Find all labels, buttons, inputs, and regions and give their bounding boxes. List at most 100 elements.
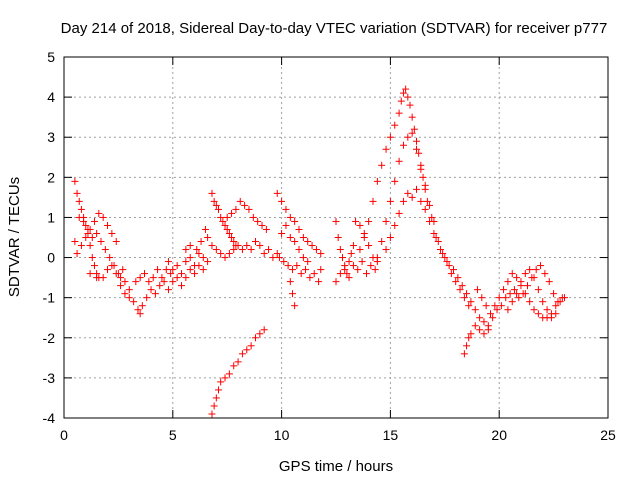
y-tick-label: 2 <box>47 169 55 185</box>
data-point <box>208 242 216 250</box>
data-point <box>77 205 85 213</box>
data-point <box>299 234 307 241</box>
data-point <box>278 197 286 205</box>
data-point <box>415 149 423 157</box>
data-point <box>112 270 120 278</box>
data-point <box>121 278 129 286</box>
data-point <box>510 286 518 294</box>
data-point <box>149 274 157 282</box>
data-point <box>234 242 242 250</box>
data-point <box>308 242 316 250</box>
data-point <box>269 254 277 262</box>
data-point <box>210 402 218 410</box>
data-point <box>273 189 281 197</box>
data-point <box>178 282 186 290</box>
data-point <box>436 246 444 254</box>
data-point <box>315 278 323 286</box>
data-point <box>299 254 307 262</box>
data-point <box>378 161 386 169</box>
data-point <box>552 310 560 318</box>
data-point <box>386 197 394 205</box>
data-point <box>404 133 412 141</box>
data-point <box>121 290 129 298</box>
data-point <box>147 286 155 294</box>
data-point <box>504 278 512 286</box>
x-tick-label: 25 <box>600 427 616 443</box>
data-point <box>186 242 194 250</box>
x-tick-label: 0 <box>60 427 68 443</box>
data-point <box>504 306 512 314</box>
data-point <box>265 246 273 254</box>
data-point <box>304 238 312 246</box>
data-point <box>214 386 222 394</box>
data-point <box>88 254 96 262</box>
data-point <box>297 270 305 278</box>
data-point <box>550 290 558 298</box>
data-point <box>260 250 268 258</box>
data-point <box>367 262 375 270</box>
data-point <box>173 274 181 282</box>
data-point <box>160 278 168 286</box>
data-point <box>249 213 257 221</box>
data-point <box>117 274 125 282</box>
data-point <box>362 270 370 278</box>
data-point <box>513 290 521 298</box>
data-point <box>225 229 233 237</box>
data-point <box>158 274 166 282</box>
data-point <box>99 213 107 221</box>
y-tick-label: -2 <box>43 330 56 346</box>
data-point <box>136 310 144 318</box>
data-point <box>238 350 246 358</box>
data-point <box>523 282 531 290</box>
data-point <box>151 290 159 298</box>
data-point <box>86 242 94 250</box>
data-point <box>345 274 353 282</box>
data-point <box>167 270 175 278</box>
data-point <box>125 294 133 302</box>
data-point <box>450 266 458 274</box>
data-point <box>214 205 222 213</box>
data-point <box>349 262 357 270</box>
data-point <box>245 205 253 213</box>
data-point <box>212 201 220 209</box>
data-point <box>347 250 355 258</box>
data-point <box>467 330 475 338</box>
data-point <box>117 282 125 290</box>
data-point <box>343 270 351 278</box>
data-point <box>71 177 79 185</box>
data-point <box>104 221 112 229</box>
data-point <box>93 229 101 237</box>
data-points <box>71 85 568 418</box>
data-point <box>463 290 471 298</box>
data-point <box>236 197 244 205</box>
data-point <box>486 310 494 318</box>
data-point <box>75 197 83 205</box>
data-point <box>99 274 107 282</box>
data-point <box>138 302 146 310</box>
data-point <box>258 221 266 229</box>
data-point <box>465 334 473 342</box>
data-point <box>141 270 149 278</box>
data-point <box>495 294 503 302</box>
data-point <box>399 89 407 97</box>
data-point <box>373 177 381 185</box>
data-point <box>317 266 325 274</box>
y-tick-label: 1 <box>47 209 55 225</box>
data-point <box>373 254 381 262</box>
data-point <box>164 258 172 266</box>
data-point <box>317 250 325 258</box>
data-point <box>460 350 468 358</box>
data-point <box>497 302 505 310</box>
data-point <box>482 302 490 310</box>
data-point <box>93 274 101 282</box>
data-point <box>480 330 488 338</box>
data-point <box>238 246 246 254</box>
x-tick-label: 10 <box>274 427 290 443</box>
data-point <box>441 254 449 262</box>
data-point <box>95 209 103 217</box>
data-point <box>434 238 442 246</box>
data-point <box>143 294 151 302</box>
data-point <box>478 294 486 302</box>
data-point <box>402 85 410 93</box>
data-point <box>358 258 366 266</box>
